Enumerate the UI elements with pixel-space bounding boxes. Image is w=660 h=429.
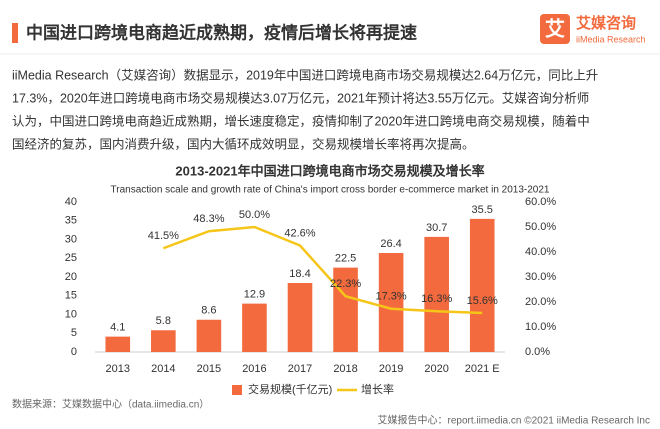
x-tick-label: 2015 [197, 363, 221, 375]
bar-value-label: 35.5 [472, 204, 493, 216]
y-tick-label: 5 [71, 327, 77, 339]
logo-glyph: 艾 [545, 17, 565, 40]
y2-tick-label: 0.0% [525, 346, 550, 358]
bar [287, 283, 313, 352]
y2-tick-label: 60.0% [525, 196, 556, 208]
bar-value-label: 26.4 [380, 238, 401, 250]
y-tick-label: 20 [65, 271, 77, 283]
growth-line [162, 225, 483, 315]
bar [196, 319, 222, 352]
y-tick-label: 35 [65, 215, 77, 227]
title-marker [12, 23, 18, 43]
y-tick-label: 40 [65, 196, 77, 208]
bar [424, 236, 449, 352]
y2-tick-label: 40.0% [525, 246, 556, 258]
paragraph-line: 认为，中国进口跨境电商趋近成熟期，增长速度稳定，疫情抑制了2020年进口跨境电商… [12, 113, 590, 128]
page-title: 中国进口跨境电商趋近成熟期，疫情后增长将再提速 [26, 22, 417, 42]
bar-value-label: 8.6 [201, 305, 216, 317]
source: 数据来源：艾媒数据中心（data.iimedia.cn） [12, 398, 209, 411]
line-value-label: 48.3% [193, 213, 224, 225]
x-tick-label: 2021 E [465, 363, 500, 375]
y2-tick-label: 30.0% [525, 271, 556, 283]
paragraph-line: 17.3%，2020年进口跨境电商市场交易规模达3.07万亿元，2021年预计将… [12, 90, 589, 105]
y-tick-label: 30 [65, 233, 77, 245]
x-tick-label: 2014 [151, 363, 175, 375]
line-value-label: 41.5% [148, 230, 179, 242]
bar-value-label: 30.7 [426, 222, 447, 234]
x-tick-label: 2017 [288, 363, 312, 375]
bar-value-label: 22.5 [335, 253, 356, 265]
y-tick-label: 15 [65, 290, 77, 302]
y-tick-label: 25 [65, 252, 77, 264]
y-tick-label: 10 [65, 308, 77, 320]
line-value-label: 50.0% [239, 209, 270, 221]
bar [151, 330, 176, 352]
bar [333, 267, 358, 352]
line-value-label: 16.3% [421, 293, 452, 305]
x-tick-label: 2019 [379, 363, 403, 375]
bar-value-label: 4.1 [110, 322, 125, 334]
footer: 艾媒报告中心：report.iimedia.cn ©2021 iiMedia R… [378, 414, 650, 427]
x-tick-label: 2020 [424, 363, 448, 375]
logo-subtitle: iiMedia Research [576, 34, 646, 44]
logo-icon [540, 14, 570, 44]
line-value-label: 17.3% [376, 291, 407, 303]
x-tick-label: 2013 [106, 363, 130, 375]
legend-label: 增长率 [361, 382, 394, 396]
line-value-label: 22.3% [330, 278, 361, 290]
y2-tick-label: 10.0% [525, 321, 556, 333]
line-value-label: 15.6% [467, 295, 498, 307]
paragraph-line: 国经济的复苏，国内消费升级，国内大循环成效明显，交易规模增长率将再次提高。 [12, 136, 475, 151]
bar [469, 218, 495, 352]
bar [242, 303, 267, 352]
bar-value-label: 18.4 [289, 268, 310, 280]
x-tick-label: 2018 [333, 363, 357, 375]
bar-value-label: 5.8 [156, 315, 171, 327]
line-value-label: 42.6% [284, 227, 315, 239]
paragraph-line: iiMedia Research（艾媒咨询）数据显示，2019年中国进口跨境电商… [12, 67, 598, 82]
chart-subtitle: Transaction scale and growth rate of Chi… [111, 185, 550, 196]
legend-swatch [232, 385, 242, 395]
legend-label: 交易规模(千亿元) [248, 382, 332, 396]
y2-tick-label: 50.0% [525, 221, 556, 233]
y-tick-label: 0 [71, 346, 77, 358]
bar-value-label: 12.9 [244, 289, 265, 301]
bar [105, 336, 131, 352]
chart-title: 2013-2021年中国进口跨境电商市场交易规模及增长率 [175, 163, 484, 178]
bar [378, 253, 404, 352]
x-tick-label: 2016 [242, 363, 266, 375]
logo-name: 艾媒咨询 [576, 14, 636, 32]
y2-tick-label: 20.0% [525, 296, 556, 308]
